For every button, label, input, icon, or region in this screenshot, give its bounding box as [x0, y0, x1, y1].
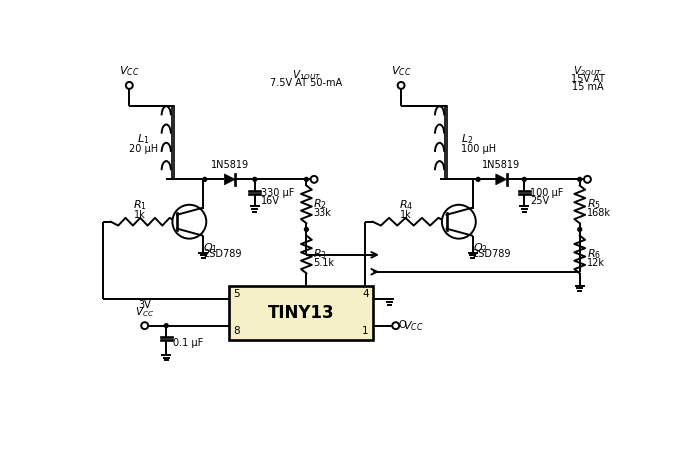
Text: 100 µH: 100 µH [461, 144, 496, 154]
Text: 1k: 1k [400, 210, 412, 220]
Polygon shape [225, 174, 235, 185]
Text: $V_{2OUT}$: $V_{2OUT}$ [573, 64, 602, 78]
Text: 8: 8 [233, 326, 240, 336]
Circle shape [164, 324, 168, 328]
Text: 1: 1 [362, 326, 369, 336]
Text: 3V: 3V [139, 300, 151, 310]
Text: $R_5$: $R_5$ [587, 197, 601, 211]
Circle shape [304, 177, 308, 181]
Text: $V_{CC}$: $V_{CC}$ [391, 65, 412, 79]
Circle shape [253, 177, 257, 181]
Circle shape [141, 322, 148, 329]
Text: $Q_2$: $Q_2$ [473, 241, 488, 255]
Text: $R_4$: $R_4$ [398, 199, 413, 212]
Text: 25V: 25V [531, 196, 550, 206]
Text: 1k: 1k [134, 210, 146, 220]
Circle shape [522, 177, 526, 181]
Circle shape [398, 82, 405, 89]
Circle shape [392, 322, 399, 329]
Text: 33k: 33k [314, 208, 331, 218]
Text: 20 µH: 20 µH [129, 144, 158, 154]
Text: 4: 4 [362, 290, 369, 300]
Circle shape [203, 177, 206, 181]
Text: 100 µF: 100 µF [531, 188, 564, 198]
Circle shape [311, 176, 318, 183]
Text: 0.1 µF: 0.1 µF [173, 337, 204, 348]
Circle shape [304, 227, 308, 231]
Circle shape [126, 82, 133, 89]
Text: 2SD789: 2SD789 [203, 249, 242, 259]
Circle shape [442, 205, 476, 239]
Text: $V_{1OUT}$: $V_{1OUT}$ [292, 68, 321, 81]
Text: 168k: 168k [587, 208, 610, 218]
Text: $V_{CC}$: $V_{CC}$ [403, 319, 424, 333]
Text: $R_1$: $R_1$ [133, 199, 147, 212]
Circle shape [172, 205, 206, 239]
Text: 15V AT: 15V AT [570, 74, 604, 84]
Text: $L_1$: $L_1$ [137, 132, 149, 146]
Text: $V_{CC}$: $V_{CC}$ [119, 65, 139, 79]
Circle shape [476, 177, 480, 181]
Text: 16V: 16V [261, 196, 280, 206]
Text: $Q_1$: $Q_1$ [203, 241, 218, 255]
Text: 2SD789: 2SD789 [473, 249, 511, 259]
Text: 5: 5 [233, 290, 240, 300]
Text: 1N5819: 1N5819 [211, 160, 249, 170]
Text: $R_2$: $R_2$ [314, 197, 327, 211]
Text: 1N5819: 1N5819 [482, 160, 520, 170]
Text: 15 mA: 15 mA [572, 82, 603, 92]
Text: 12k: 12k [587, 258, 605, 268]
Text: TINY13: TINY13 [267, 304, 335, 322]
Circle shape [578, 177, 582, 181]
Text: $R_3$: $R_3$ [314, 248, 328, 261]
Text: 5.1k: 5.1k [314, 258, 335, 268]
Text: $L_2$: $L_2$ [461, 132, 473, 146]
Text: $V_{CC}$: $V_{CC}$ [135, 305, 154, 319]
Text: 7.5V AT 50-mA: 7.5V AT 50-mA [270, 78, 342, 88]
Circle shape [584, 176, 591, 183]
Bar [230, 285, 372, 339]
Text: O: O [399, 320, 407, 330]
Circle shape [578, 227, 582, 231]
Text: 330 µF: 330 µF [261, 188, 294, 198]
Polygon shape [496, 174, 507, 185]
Text: $R_6$: $R_6$ [587, 248, 601, 261]
